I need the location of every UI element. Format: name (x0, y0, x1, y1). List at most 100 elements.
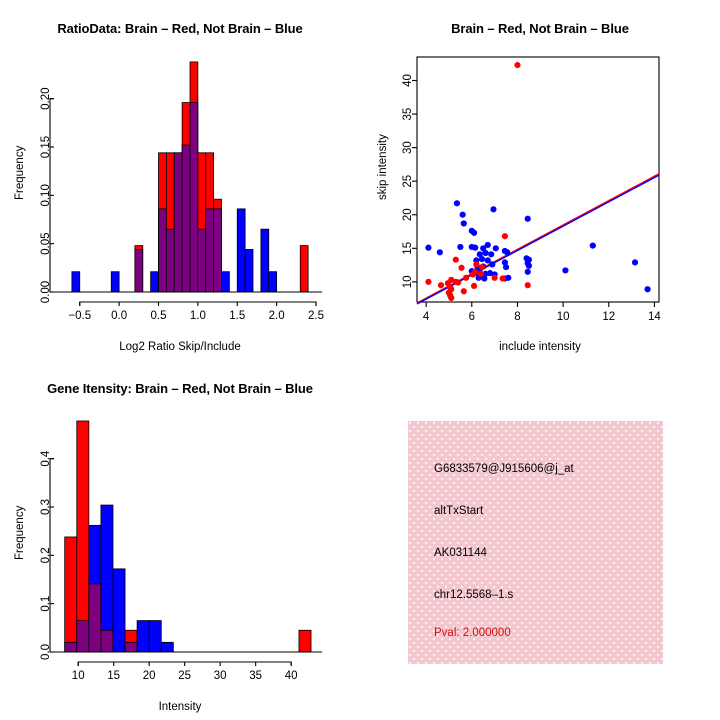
x-axis-tick-label: 20 (143, 670, 156, 682)
scatter-point (476, 251, 483, 258)
histogram-bar (112, 568, 126, 653)
ratio-histogram-ylabel: Frequency (14, 145, 26, 200)
histogram-bar-overlap (124, 641, 138, 653)
gene-histogram-plot-area: 0.0 0.1 0.2 0.3 0.4 10 15 20 25 30 35 40 (40, 420, 322, 682)
histogram-bar (299, 245, 309, 293)
scatter-point (478, 263, 486, 271)
scatter-panel: Brain – Red, Not Brain – Blue skip inten… (360, 0, 720, 360)
scatter-title: Brain – Red, Not Brain – Blue (451, 21, 629, 36)
scatter-canvas: 10 15 20 25 30 35 40 4 6 8 10 12 14 (402, 56, 661, 323)
y-axis-tick-label: 0.3 (40, 499, 52, 515)
histogram-bar (136, 620, 150, 653)
histogram-bar-overlap (197, 228, 207, 293)
pvalue-label: Pval: 2.000000 (434, 627, 511, 639)
scatter-point (562, 267, 569, 274)
x-axis-tick-label: 1.5 (229, 310, 245, 322)
y-axis-tick-label: 0.20 (40, 87, 52, 109)
scatter-point (436, 249, 443, 256)
scatter-point (472, 244, 479, 251)
histogram-bar (236, 208, 246, 293)
scatter-point (482, 270, 489, 277)
x-axis-tick-label: 6 (469, 311, 475, 323)
x-axis-tick-label: 4 (423, 311, 430, 323)
scatter-point (473, 261, 480, 268)
scatter-point (484, 257, 491, 264)
scatter-point (489, 261, 496, 268)
scatter-point (525, 262, 532, 269)
scatter-point (460, 220, 467, 227)
histogram-bar-overlap (76, 620, 90, 653)
scatter-point (458, 264, 465, 271)
scatter-point (477, 270, 485, 277)
scatter-point (499, 275, 506, 282)
probe-id-label: G6833579@J915606@j_at (434, 463, 574, 475)
scatter-point (505, 274, 512, 281)
scatter-point (492, 245, 499, 252)
scatter-point (482, 249, 489, 257)
x-axis-tick-label: 2.5 (308, 310, 324, 322)
scatter-point (453, 200, 461, 207)
ratio-histogram-title: RatioData: Brain – Red, Not Brain – Blue (57, 21, 303, 36)
scatter-point (514, 61, 521, 69)
scatter-point (425, 244, 432, 251)
scatter-ylabel: skip intensity (377, 134, 389, 200)
histogram-bar (221, 271, 230, 293)
scatter-point (460, 288, 467, 295)
x-axis-tick-label: 15 (107, 670, 120, 682)
x-axis-tick-label: 2.0 (269, 310, 285, 322)
plot-frame (416, 56, 660, 303)
histogram-bar-overlap (158, 208, 167, 293)
scatter-point (448, 294, 455, 302)
scatter-point (472, 268, 479, 275)
gene-histogram-ylabel: Frequency (14, 505, 26, 560)
histogram-bar (150, 271, 159, 293)
accession-label: AK031144 (434, 547, 487, 559)
y-axis-tick-label: 0.1 (40, 596, 52, 612)
scatter-point (470, 229, 478, 236)
histogram-bar (260, 228, 270, 293)
scatter-point (504, 249, 511, 256)
x-axis-tick-label: 25 (178, 670, 191, 682)
x-axis-tick-label: 10 (557, 311, 570, 323)
scatter-point (481, 275, 488, 282)
scatter-point (470, 282, 478, 289)
scatter-point (437, 282, 445, 289)
blue-fit-line (416, 174, 660, 305)
histogram-bar (110, 271, 120, 293)
scatter-point (524, 215, 531, 222)
histogram-bar-overlap (181, 144, 191, 293)
x-axis-tick-label: 35 (249, 670, 262, 682)
scatter-point (501, 233, 508, 240)
histogram-bar-overlap (205, 208, 215, 293)
x-axis-tick-label: −0.5 (68, 310, 91, 322)
scatter-point (490, 206, 497, 213)
scatter-point (524, 282, 531, 289)
scatter-point (457, 243, 464, 251)
histogram-bar (160, 641, 174, 653)
scatter-point (478, 255, 486, 263)
histogram-bar-overlap (165, 228, 175, 293)
event-type-label: altTxStart (434, 505, 484, 517)
histogram-bar-overlap (134, 249, 144, 293)
y-axis-tick-label: 40 (402, 74, 414, 87)
histogram-bar-overlap (88, 583, 102, 653)
histogram-bar (148, 620, 162, 653)
y-axis-tick-label: 0.05 (40, 232, 52, 254)
y-axis-tick-label: 0.0 (40, 644, 52, 660)
ratio-histogram-canvas: 0.00 0.05 0.10 0.15 0.20 −0.5 0.0 0.5 1.0 1.5 2.0 2… (40, 61, 324, 322)
histogram-bar-overlap (173, 152, 183, 293)
ratio-histogram-panel: RatioData: Brain – Red, Not Brain – Blue… (0, 0, 360, 360)
annotation-box: G6833579@J915606@j_at altTxStart AK03114… (408, 421, 663, 664)
scatter-point (644, 286, 651, 293)
annotation-panel: G6833579@J915606@j_at altTxStart AK03114… (360, 360, 720, 720)
y-axis-tick-label: 30 (402, 141, 414, 154)
histogram-bar-overlap (213, 208, 222, 293)
scatter-point (454, 279, 462, 286)
x-axis-tick-label: 0.5 (151, 310, 167, 322)
x-axis-tick-label: 0.0 (111, 310, 127, 322)
x-axis-tick-label: 40 (285, 670, 298, 682)
scatter-point (459, 211, 466, 218)
histogram-bar-overlap (100, 629, 114, 653)
scatter-point (631, 259, 639, 266)
